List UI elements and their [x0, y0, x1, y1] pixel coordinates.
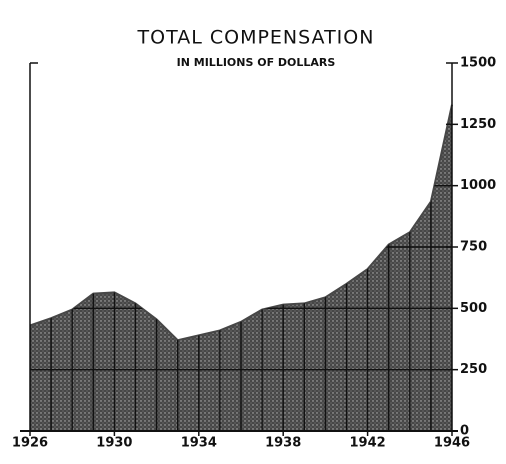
x-tick-label: 1934 — [181, 436, 217, 451]
y-tick-label: 500 — [460, 301, 487, 316]
y-tick-label: 1500 — [460, 56, 496, 71]
x-tick-label: 1942 — [350, 436, 386, 451]
y-tick-label: 1000 — [460, 178, 496, 193]
x-tick-label: 1938 — [265, 436, 301, 451]
x-tick-label: 1930 — [96, 436, 132, 451]
x-tick-label: 1926 — [12, 436, 48, 451]
grid — [30, 104, 452, 431]
x-tick-label: 1946 — [434, 436, 470, 451]
chart-title: TOTAL COMPENSATION — [137, 27, 375, 49]
y-tick-label: 750 — [460, 240, 487, 255]
y-tick-label: 1250 — [460, 117, 496, 132]
y-tick-label: 250 — [460, 362, 487, 377]
chart-subtitle: IN MILLIONS OF DOLLARS — [177, 56, 336, 69]
y-tick-label: 0 — [460, 424, 469, 439]
